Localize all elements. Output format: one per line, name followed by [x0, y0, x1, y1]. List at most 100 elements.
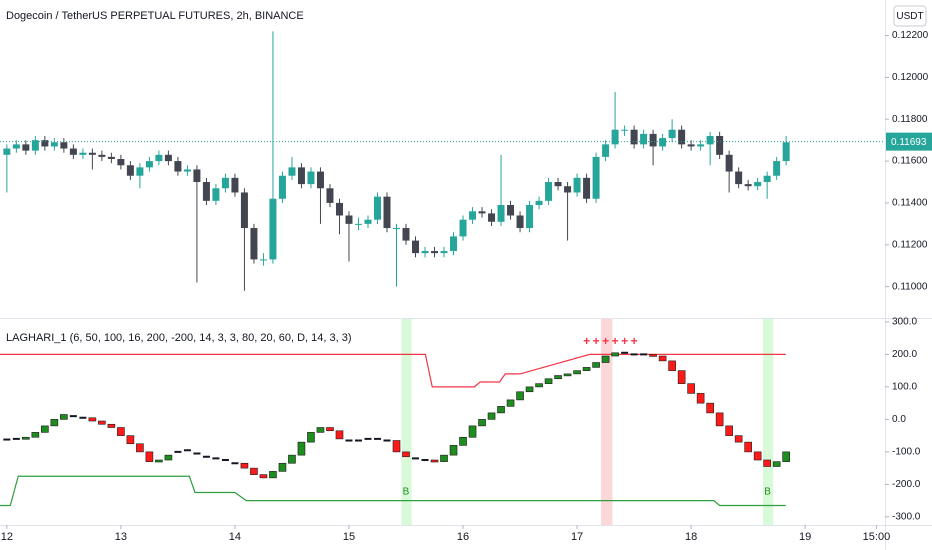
indicator-bar	[621, 351, 629, 354]
candle-body	[744, 184, 752, 187]
last-price-box	[886, 132, 932, 151]
candle-body	[640, 133, 648, 145]
candle-body	[735, 171, 743, 185]
indicator-bar	[107, 423, 116, 428]
indicator-bar	[430, 459, 439, 463]
candle-body	[41, 140, 49, 147]
indicator-title: LAGHARI_1 (6, 50, 100, 16, 200, -200, 14…	[6, 332, 352, 344]
candle-body	[373, 196, 381, 220]
indicator-bar	[535, 383, 543, 388]
indicator-bar	[592, 362, 600, 368]
indicator-bar	[364, 437, 372, 440]
indicator-bar	[212, 457, 220, 460]
candle-body	[174, 161, 182, 172]
last-price-label: 0.11693	[891, 137, 927, 148]
candle-body	[354, 223, 362, 225]
y-tick-label: 0.11400	[892, 198, 928, 209]
candle-body	[297, 167, 305, 185]
signal-highlight	[401, 319, 412, 525]
signal-highlight	[762, 319, 774, 525]
candle-body	[716, 135, 724, 155]
indicator-bar	[88, 417, 97, 422]
candle-body	[69, 148, 77, 155]
indicator-bar	[459, 436, 467, 446]
indicator-bar	[221, 459, 229, 462]
indicator-bar	[763, 459, 771, 467]
candle-body	[459, 219, 467, 237]
y-tick-label: 0.0	[892, 414, 906, 425]
indicator-bar	[12, 437, 20, 440]
candle-body	[697, 144, 705, 147]
candle-body	[440, 251, 448, 254]
candle-body	[782, 142, 790, 162]
currency-box[interactable]	[893, 5, 927, 27]
candle-body	[164, 154, 172, 162]
candle-body	[345, 215, 353, 224]
candle-body	[402, 228, 410, 241]
upper-band	[0, 353, 786, 388]
candle-body	[316, 171, 324, 189]
candle-body	[145, 161, 153, 168]
indicator-bar	[69, 415, 77, 418]
indicator-bar	[174, 450, 182, 453]
y-tick-label: 0.12200	[892, 30, 929, 41]
chart-title: Dogecoin / TetherUS PERPETUAL FUTURES, 2…	[6, 10, 304, 22]
indicator-bar	[782, 451, 790, 462]
indicator-bar	[525, 386, 534, 393]
indicator-bar	[506, 399, 515, 407]
candle-body	[60, 142, 68, 149]
candle-body	[554, 182, 562, 187]
y-tick-label: 0.11600	[892, 156, 928, 167]
candle-body	[107, 156, 115, 159]
candle-body	[240, 192, 248, 229]
indicator-bar	[145, 451, 154, 462]
candle-body	[706, 135, 714, 145]
candle-body	[592, 156, 600, 199]
indicator-bar	[753, 451, 762, 461]
indicator-bar	[269, 471, 277, 479]
x-tick-label: 15	[343, 531, 355, 543]
indicator-bar	[22, 436, 30, 440]
indicator-bar	[582, 367, 591, 371]
candle-body	[687, 144, 695, 147]
candle-body	[307, 171, 315, 185]
indicator-bar	[79, 416, 87, 419]
plus-marker: +	[583, 334, 590, 348]
signal-highlight	[601, 319, 613, 525]
candle-body	[98, 154, 106, 157]
candle-body	[193, 169, 201, 183]
candle-body	[221, 177, 229, 189]
x-tick-label: 18	[685, 531, 697, 543]
indicator-bar	[478, 419, 486, 427]
candle-body	[421, 251, 429, 254]
indicator-bar	[640, 353, 648, 356]
indicator-bar	[696, 393, 705, 404]
indicator-bar	[326, 427, 334, 432]
candle-body	[678, 129, 686, 145]
indicator-bar	[250, 467, 258, 475]
indicator-bar	[288, 454, 296, 464]
plus-marker: +	[621, 334, 628, 348]
x-tick-label: 16	[457, 531, 469, 543]
plus-marker: +	[612, 334, 619, 348]
indicator-bar	[136, 443, 144, 453]
candle-body	[516, 215, 524, 229]
candle-body	[326, 188, 334, 203]
indicator-bar	[354, 439, 362, 442]
indicator-bar	[259, 474, 268, 479]
candle-body	[50, 142, 58, 147]
candle-body	[79, 152, 87, 155]
candle-body	[117, 159, 125, 166]
candle-body	[630, 129, 638, 145]
candle-body	[488, 213, 496, 222]
lower-band	[0, 475, 786, 507]
y-tick-label: -100.0	[892, 447, 921, 458]
candle-body	[649, 133, 657, 147]
indicator-bar	[412, 457, 420, 460]
candle-body	[393, 228, 401, 230]
x-tick-label: 17	[571, 531, 583, 543]
indicator-bar	[744, 441, 752, 453]
y-tick-label: -200.0	[892, 479, 921, 490]
